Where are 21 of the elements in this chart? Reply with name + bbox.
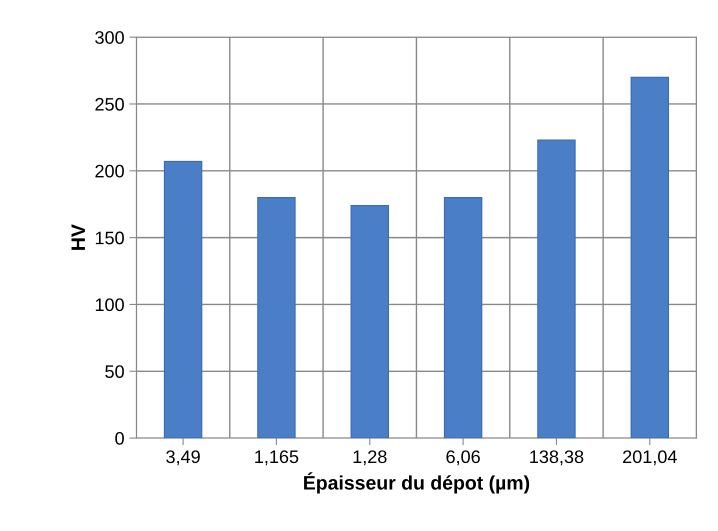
bar <box>164 160 202 438</box>
x-axis-title: Épaisseur du dépot (µm) <box>304 472 530 494</box>
y-tick-label: 200 <box>95 164 124 178</box>
y-tick-label: 300 <box>95 31 124 44</box>
bar <box>537 140 576 438</box>
bar <box>257 196 296 438</box>
bar <box>350 204 389 438</box>
x-tick-label: 138,38 <box>530 450 584 466</box>
y-tick-label: 100 <box>96 298 124 312</box>
x-tick-label: 201,04 <box>623 450 677 466</box>
x-tick-label: 3,49 <box>166 450 200 466</box>
x-tick-label: 1,28 <box>354 450 387 466</box>
x-tick-label: 1,165 <box>255 450 298 466</box>
bar <box>444 196 482 438</box>
y-tick-label: 50 <box>105 365 124 378</box>
y-tick-label: 250 <box>95 98 124 111</box>
y-tick-label: 0 <box>115 432 124 445</box>
bar <box>630 76 670 438</box>
y-tick-label: 150 <box>96 232 124 244</box>
y-axis-title: HV <box>72 224 85 250</box>
x-tick-label: 6,06 <box>446 450 480 466</box>
